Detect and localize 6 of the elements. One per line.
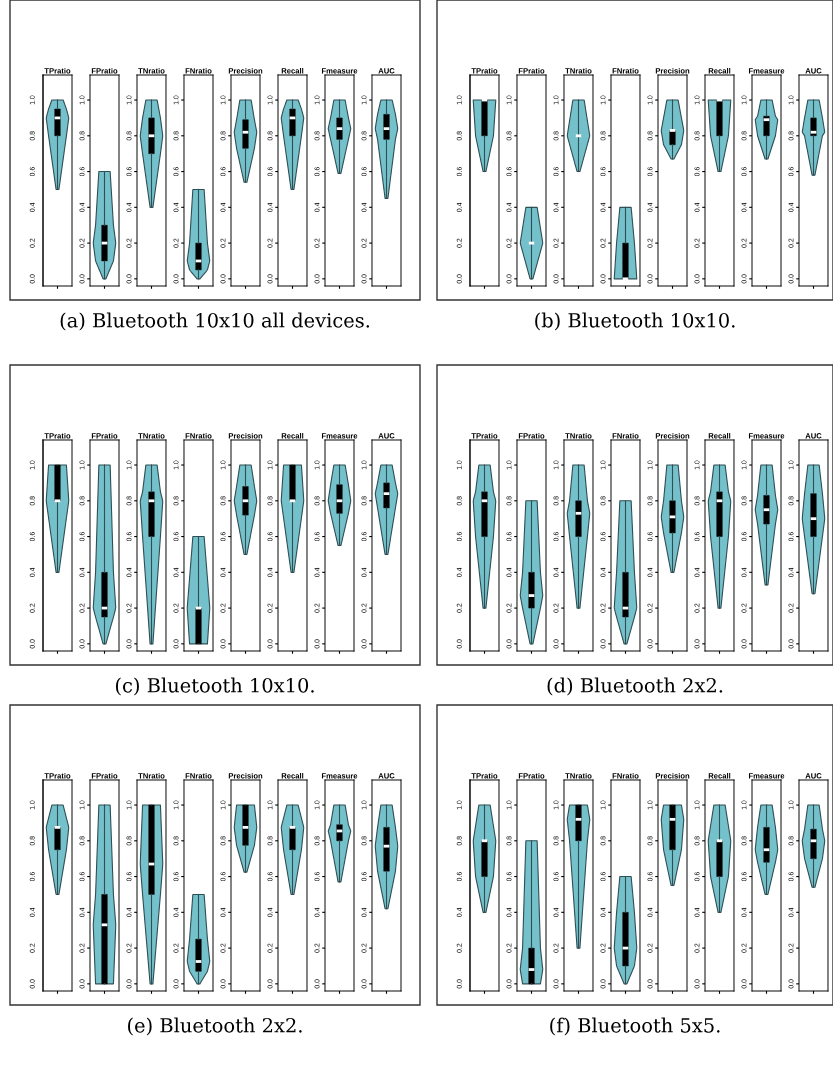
text: (b) Bluetooth 10x10. [535, 312, 735, 331]
text: (e) Bluetooth 2x2. [128, 1017, 302, 1036]
text: (a) Bluetooth 10x10 all devices. [60, 312, 370, 331]
text: (d) Bluetooth 2x2. [547, 677, 723, 696]
text: (c) Bluetooth 10x10. [115, 677, 314, 696]
text: (f) Bluetooth 5x5. [550, 1017, 720, 1036]
